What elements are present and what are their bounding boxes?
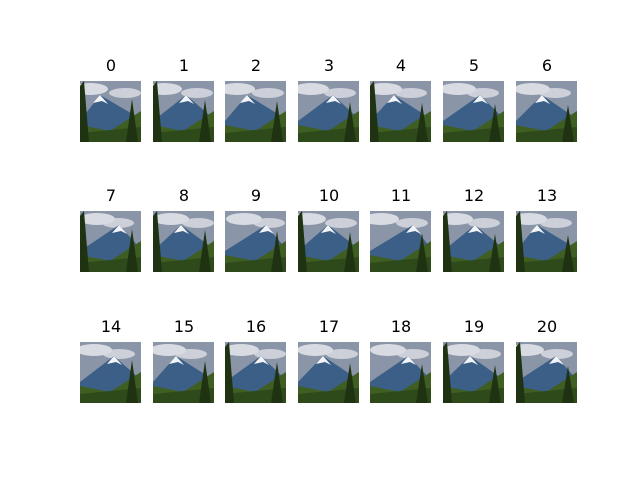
landscape-thumbnail xyxy=(225,211,286,272)
landscape-thumbnail xyxy=(80,342,141,403)
landscape-thumbnail xyxy=(516,342,577,403)
panel-label: 2 xyxy=(250,56,262,75)
panel-label: 1 xyxy=(178,56,190,75)
landscape-thumbnail xyxy=(225,81,286,142)
panel-label: 15 xyxy=(173,317,195,336)
panel-label: 11 xyxy=(390,186,412,205)
panel-label: 10 xyxy=(318,186,340,205)
landscape-thumbnail xyxy=(443,211,504,272)
panel-label: 17 xyxy=(318,317,340,336)
panel-label: 14 xyxy=(100,317,122,336)
panel-label: 7 xyxy=(105,186,117,205)
landscape-thumbnail xyxy=(370,342,431,403)
landscape-thumbnail xyxy=(153,81,214,142)
panel-label: 8 xyxy=(178,186,190,205)
landscape-thumbnail xyxy=(80,211,141,272)
landscape-thumbnail xyxy=(80,81,141,142)
panel-label: 20 xyxy=(536,317,558,336)
landscape-thumbnail xyxy=(443,81,504,142)
panel-label: 19 xyxy=(463,317,485,336)
panel-label: 4 xyxy=(395,56,407,75)
panel-label: 16 xyxy=(245,317,267,336)
landscape-thumbnail xyxy=(225,342,286,403)
panel-label: 0 xyxy=(105,56,117,75)
landscape-thumbnail xyxy=(153,211,214,272)
landscape-thumbnail xyxy=(443,342,504,403)
panel-label: 12 xyxy=(463,186,485,205)
landscape-thumbnail xyxy=(370,211,431,272)
panel-label: 9 xyxy=(250,186,262,205)
panel-label: 3 xyxy=(323,56,335,75)
landscape-thumbnail xyxy=(516,81,577,142)
landscape-thumbnail xyxy=(153,342,214,403)
panel-label: 6 xyxy=(541,56,553,75)
panel-label: 13 xyxy=(536,186,558,205)
panel-label: 18 xyxy=(390,317,412,336)
landscape-thumbnail xyxy=(298,342,359,403)
landscape-thumbnail xyxy=(298,81,359,142)
panel-label: 5 xyxy=(468,56,480,75)
landscape-thumbnail xyxy=(298,211,359,272)
landscape-thumbnail xyxy=(516,211,577,272)
landscape-thumbnail xyxy=(370,81,431,142)
